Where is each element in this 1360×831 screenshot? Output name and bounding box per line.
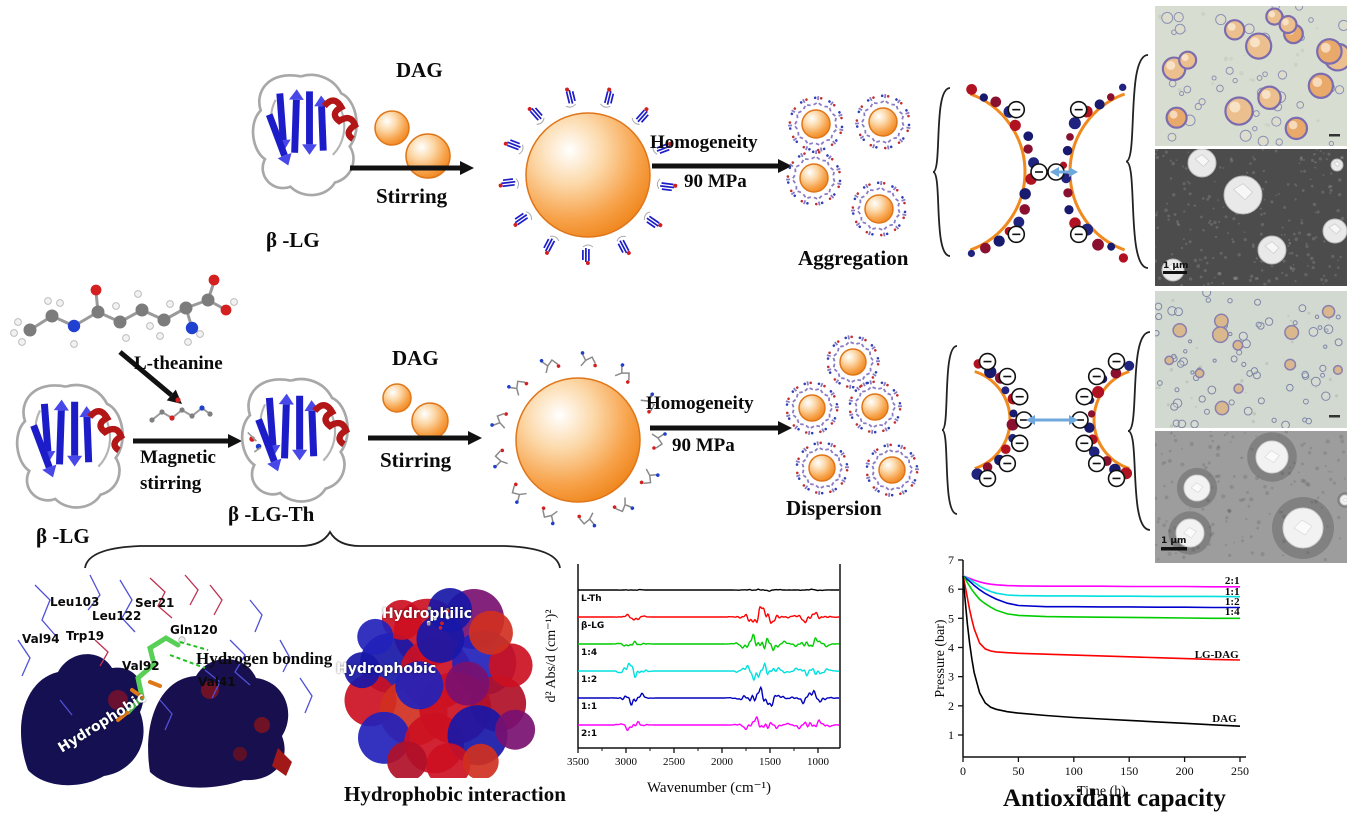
stirring-label-mid: Stirring	[380, 448, 452, 472]
residue-label: Leu103	[50, 595, 100, 609]
hydrophobic-surface-label: Hydrophobic	[336, 661, 437, 677]
tem-micrograph-dispersed: 1 μm	[1155, 431, 1347, 563]
svg-text:2: 2	[948, 699, 954, 713]
svg-text:5: 5	[948, 611, 954, 625]
svg-text:Wavenumber (cm⁻¹): Wavenumber (cm⁻¹)	[647, 780, 771, 796]
hydrophilic-surface-label: Hydrophilic	[382, 606, 473, 622]
hydrogen-bonding-label: Hydrogen bonding	[196, 649, 333, 668]
svg-text:1:1: 1:1	[581, 702, 597, 712]
svg-text:1:2: 1:2	[581, 675, 597, 685]
residue-label: Leu122	[92, 609, 142, 623]
docking-closeup	[0, 558, 335, 803]
homogeneity-label-top: Homogeneity	[650, 132, 758, 153]
optical-micrograph-aggregated	[1155, 6, 1347, 146]
svg-text:β-LG: β-LG	[581, 621, 604, 631]
magnetic-label-line1: Magnetic	[140, 447, 216, 468]
svg-text:1: 1	[948, 728, 954, 742]
svg-text:L-Th: L-Th	[581, 594, 602, 604]
svg-text:1 μm: 1 μm	[1163, 261, 1188, 271]
residue-label: Val41	[198, 675, 236, 689]
l-theanine-label: L-theanine	[134, 353, 223, 374]
svg-text:DAG: DAG	[1212, 713, 1237, 725]
svg-text:Time (h): Time (h)	[1077, 784, 1126, 799]
svg-text:1 μm: 1 μm	[1161, 536, 1186, 546]
surface-representation	[332, 578, 567, 778]
residue-label: Gln120	[170, 623, 218, 637]
svg-text:4: 4	[948, 640, 954, 654]
residue-label: Val92	[122, 659, 160, 673]
svg-text:1500: 1500	[759, 756, 782, 768]
dispersion-label: Dispersion	[786, 496, 882, 520]
stirring-label-top: Stirring	[376, 184, 448, 208]
pressure-label-mid: 90 MPa	[672, 435, 735, 456]
svg-text:3: 3	[948, 670, 954, 684]
antioxidant-chart: 1 2 3 4 5 6 7 0 50 100 150 200 250 Time (h) Pressure (…	[935, 548, 1360, 810]
svg-text:2:1: 2:1	[581, 729, 597, 739]
svg-text:1:1: 1:1	[1225, 586, 1240, 598]
tem-micrograph-aggregated: 1 μm	[1155, 149, 1347, 286]
svg-text:7: 7	[948, 553, 954, 567]
svg-text:d² Abs/d (cm⁻¹)²: d² Abs/d (cm⁻¹)²	[545, 609, 559, 702]
svg-text:200: 200	[1176, 764, 1194, 778]
svg-text:100: 100	[1065, 764, 1083, 778]
ftir-chart: 3500 3000 2500 2000 1500 1000 Wavenumber (cm⁻¹…	[545, 552, 855, 812]
aggregation-label: Aggregation	[798, 246, 909, 270]
magnetic-label-line2: stirring	[140, 473, 202, 494]
beta-lg-label-top: β -LG	[266, 228, 320, 252]
svg-text:1:4: 1:4	[1225, 606, 1240, 618]
homogeneity-label-mid: Homogeneity	[646, 393, 754, 414]
beta-lg-th-label: β -LG-Th	[228, 502, 315, 526]
svg-text:1000: 1000	[807, 756, 830, 768]
svg-text:250: 250	[1231, 764, 1249, 778]
antioxidant-capacity-title: Antioxidant capacity	[1003, 785, 1226, 812]
residue-label: Val94	[22, 632, 60, 646]
svg-text:Pressure (bar): Pressure (bar)	[935, 619, 948, 697]
pressure-label-top: 90 MPa	[684, 171, 747, 192]
svg-text:LG-DAG: LG-DAG	[1195, 649, 1239, 661]
hydrophobic-interaction-caption: Hydrophobic interaction	[344, 782, 566, 806]
svg-text:0: 0	[960, 764, 966, 778]
dag-label-top: DAG	[396, 58, 443, 82]
svg-text:6: 6	[948, 582, 954, 596]
dag-label-mid: DAG	[392, 346, 439, 370]
svg-text:1:2: 1:2	[1225, 596, 1240, 608]
svg-text:1:4: 1:4	[581, 648, 597, 658]
svg-text:2000: 2000	[711, 756, 734, 768]
svg-text:2:1: 2:1	[1225, 575, 1240, 587]
residue-label: Ser21	[135, 596, 175, 610]
svg-text:50: 50	[1012, 764, 1024, 778]
optical-micrograph-dispersed	[1155, 291, 1347, 428]
residue-label: Trp19	[66, 629, 105, 643]
svg-text:3500: 3500	[567, 756, 590, 768]
svg-text:150: 150	[1120, 764, 1138, 778]
svg-text:3000: 3000	[615, 756, 638, 768]
svg-text:2500: 2500	[663, 756, 686, 768]
beta-lg-label-mid: β -LG	[36, 524, 90, 548]
